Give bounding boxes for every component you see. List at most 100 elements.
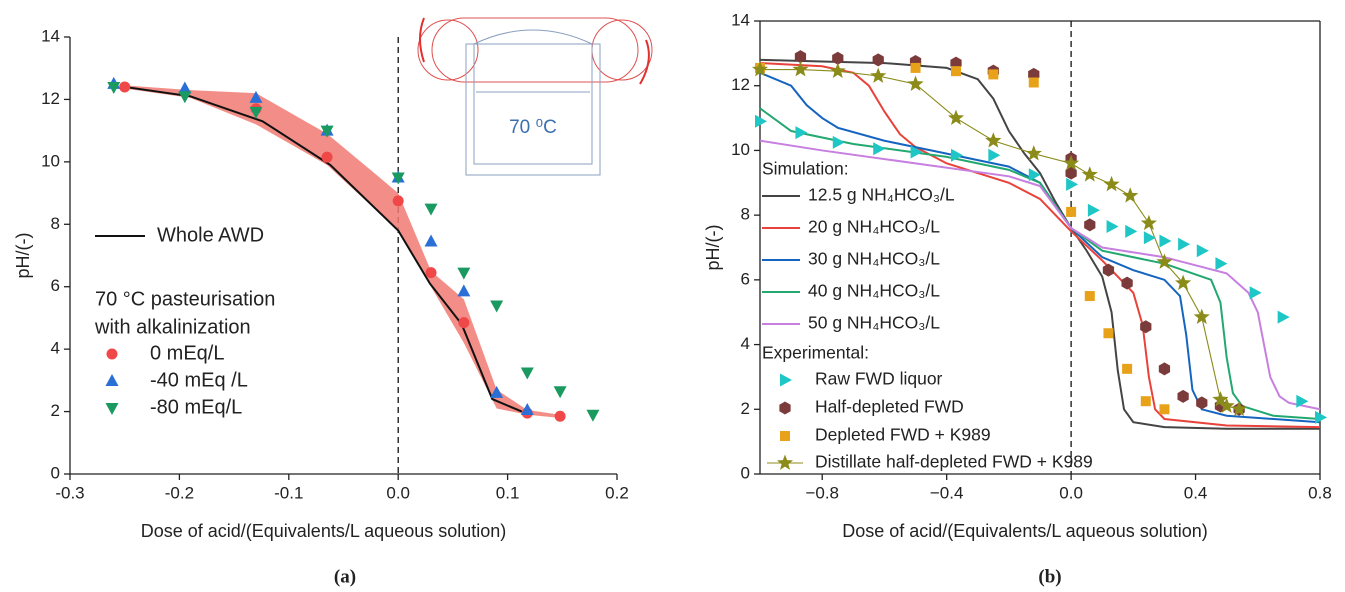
inset-arrow [419, 17, 650, 85]
panel: 0 2 4 6 8 10 12 14 −0.8 −0.4 0.0 0.4 0.8 12.5 g NH₄HC… [703, 10, 1332, 587]
series-line [759, 139, 1321, 411]
marker [1212, 391, 1229, 407]
y-axis-title: pH/(-) [703, 225, 723, 271]
marker [249, 90, 263, 103]
marker [1140, 396, 1151, 407]
legend-label: 20 g NH₄HCO₃/L [808, 217, 940, 237]
marker [1125, 224, 1138, 238]
legend-label: Half-depleted FWD [815, 397, 964, 417]
marker [106, 348, 118, 360]
legend-group: Experimental: [762, 343, 869, 363]
marker [425, 267, 437, 279]
y-tick-label: 10 [41, 151, 60, 170]
marker [424, 234, 438, 247]
marker [776, 454, 794, 470]
marker [1315, 410, 1327, 424]
marker [1084, 291, 1095, 302]
marker [105, 403, 119, 415]
marker [1066, 206, 1077, 217]
inset-label: 70 ⁰C [509, 117, 557, 138]
y-tick-label: 14 [731, 10, 750, 29]
y-tick-label: 4 [51, 339, 60, 358]
marker [520, 367, 534, 380]
marker [910, 145, 923, 159]
x-tick-label: −0.8 [805, 483, 839, 502]
marker [457, 267, 471, 280]
marker [1122, 363, 1133, 374]
legend-label: Distillate half-depleted FWD + K989 [815, 452, 1093, 472]
y-tick-label: 14 [41, 26, 60, 45]
marker [829, 62, 846, 79]
marker [178, 91, 192, 104]
inset-jar [473, 29, 593, 165]
marker [1121, 276, 1133, 290]
marker [1193, 308, 1210, 324]
marker [1296, 394, 1309, 408]
marker [1106, 219, 1119, 233]
marker [985, 132, 1002, 148]
marker [1177, 389, 1189, 403]
legend-group: Simulation: [762, 159, 849, 179]
y-tick-label: 12 [731, 75, 750, 94]
y-tick-label: 12 [41, 89, 60, 108]
marker [1140, 214, 1157, 231]
marker [794, 50, 807, 64]
y-axis-title: pH/(-) [13, 233, 33, 279]
marker [1156, 253, 1173, 269]
marker [1159, 404, 1170, 415]
marker [1277, 310, 1290, 324]
marker [520, 403, 534, 416]
y-tick-label: 8 [741, 205, 750, 224]
legend-label: Raw FWD liquor [815, 369, 943, 389]
y-tick-label: 6 [741, 269, 750, 288]
legend-label: 30 g NH₄HCO₃/L [808, 249, 940, 269]
x-tick-label: 0.8 [1308, 483, 1332, 502]
marker [1025, 145, 1042, 161]
marker [1102, 263, 1115, 277]
marker [1196, 244, 1209, 258]
marker [1063, 154, 1080, 171]
uncertainty-band [124, 85, 561, 418]
marker [832, 135, 845, 149]
x-tick-label: 0.4 [1184, 483, 1208, 502]
marker [1122, 187, 1139, 203]
legend-label: 50 g NH₄HCO₃/L [808, 313, 940, 333]
marker [320, 125, 334, 138]
legend-title: with alkalinization [94, 316, 251, 338]
marker [1178, 237, 1191, 251]
marker [795, 126, 808, 140]
marker [951, 148, 963, 162]
marker [1231, 400, 1248, 417]
x-tick-label: 0.0 [1059, 483, 1083, 502]
marker [392, 195, 404, 207]
marker [780, 431, 790, 441]
marker [951, 66, 961, 77]
marker [1028, 77, 1039, 88]
marker [779, 401, 791, 415]
marker [249, 106, 263, 119]
inset-roller [591, 19, 653, 81]
x-tick-label: 0.1 [496, 483, 520, 502]
legend-title: 70 °C pasteurisation [95, 288, 275, 310]
marker [1218, 397, 1235, 413]
legend-label: -80 mEq/L [150, 396, 242, 418]
y-tick-label: 0 [741, 463, 750, 482]
marker [1028, 168, 1041, 182]
marker [792, 61, 809, 77]
marker [107, 81, 121, 94]
series-line [124, 85, 523, 413]
marker [457, 284, 471, 297]
marker [832, 51, 844, 65]
inset-beaker [465, 43, 601, 176]
x-tick-label: -0.3 [55, 483, 84, 502]
marker [872, 53, 884, 67]
marker [1084, 218, 1096, 232]
x-tick-label: -0.1 [274, 483, 303, 502]
marker [1175, 274, 1192, 290]
marker [1158, 362, 1171, 376]
marker [490, 385, 504, 398]
y-tick-label: 4 [741, 334, 750, 353]
marker [947, 109, 965, 125]
marker [1143, 231, 1156, 245]
